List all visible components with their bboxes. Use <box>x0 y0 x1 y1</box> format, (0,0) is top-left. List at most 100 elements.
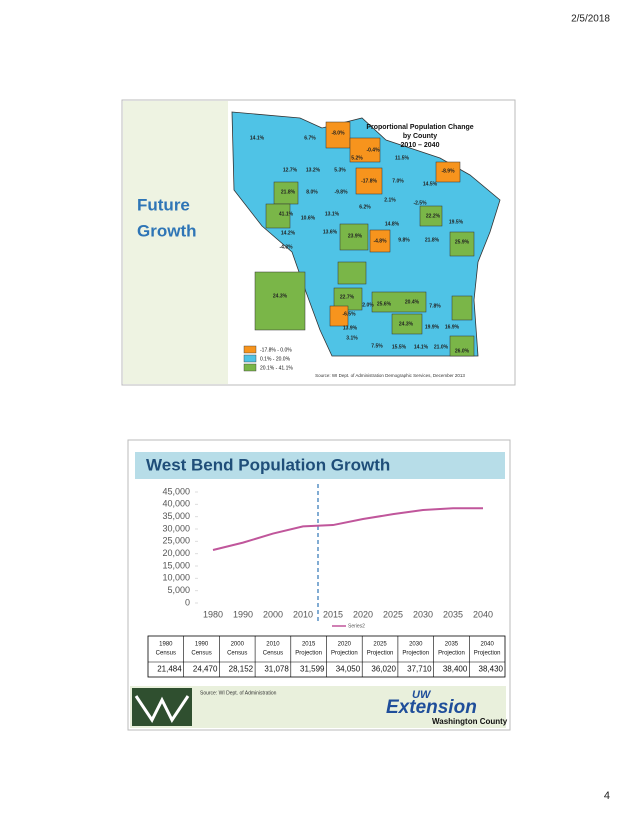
map-region <box>371 291 427 313</box>
table-header-cell: 1990 <box>195 642 209 648</box>
county-label: 13.1% <box>325 211 340 217</box>
map-region <box>451 295 473 321</box>
line-series <box>212 507 484 551</box>
x-tick-label: 2020 <box>353 609 373 619</box>
logo-county: Washington County <box>432 717 508 726</box>
county-label: 7.8% <box>429 303 441 309</box>
county-label: 25.9% <box>455 239 470 245</box>
x-tick-label: 2000 <box>263 609 283 619</box>
table-header-cell: Census <box>263 651 283 657</box>
map-legend-label: 20.1% - 41.1% <box>260 365 293 371</box>
county-label: 22.2% <box>426 213 441 219</box>
county-label: 20.4% <box>405 299 420 305</box>
table-header-cell: Census <box>227 651 247 657</box>
y-tick-label: 40,000 <box>162 499 190 509</box>
y-tick-label: 20,000 <box>162 548 190 558</box>
county-label: 26.0% <box>455 348 470 354</box>
map-title: Proportional Population Change <box>366 124 473 131</box>
county-label: 13.6% <box>323 229 338 235</box>
map-region <box>355 167 383 195</box>
county-label: 16.9% <box>445 324 460 330</box>
county-label: -2.5% <box>413 200 427 206</box>
map-legend-label: 0.1% - 20.0% <box>260 356 291 362</box>
county-label: 14.1% <box>250 135 265 141</box>
county-label: 23.9% <box>348 233 363 239</box>
table-cell: 24,470 <box>193 665 218 674</box>
y-tick-label: 35,000 <box>162 511 190 521</box>
table-header-cell: Census <box>191 651 211 657</box>
slide-frame <box>127 439 511 731</box>
footer-bar <box>130 686 506 728</box>
x-tick-label: 1980 <box>203 609 223 619</box>
county-label: 19.5% <box>449 219 464 225</box>
county-label: 13.2% <box>306 167 321 173</box>
map-region <box>339 223 369 251</box>
county-label: 7.5% <box>371 343 383 349</box>
x-tick-label: 2030 <box>413 609 433 619</box>
map-region <box>435 161 461 183</box>
data-table: 1980 Census 1990 Census 2000 Census 2010 Census… <box>147 635 506 678</box>
county-label: -17.8% <box>361 178 377 184</box>
y-tick-label: 0 <box>185 597 190 607</box>
table-cell: 31,599 <box>300 665 325 674</box>
y-tick-label: 30,000 <box>162 523 190 533</box>
county-logo <box>132 688 192 726</box>
county-label: 9.8% <box>398 237 410 243</box>
y-tick-label: 15,000 <box>162 560 190 570</box>
map-region <box>449 335 475 357</box>
county-label: 3.1% <box>346 335 358 341</box>
map-source: Source: WI Dept. of Administration Demog… <box>315 373 465 378</box>
county-label: -6.5% <box>342 311 356 317</box>
map-legend-swatch <box>243 354 257 363</box>
legend-label: Series2 <box>348 623 365 629</box>
county-label: 7.0% <box>392 178 404 184</box>
slide-title: Growth <box>137 221 197 240</box>
map-region <box>265 203 291 229</box>
county-label: -0.4% <box>366 147 380 153</box>
county-label: 5.3% <box>334 167 346 173</box>
map-title: by County <box>403 133 437 140</box>
slide-side-panel <box>123 101 228 384</box>
y-tick-label: 45,000 <box>162 486 190 496</box>
county-label: -4.8% <box>373 238 387 244</box>
map-labels: 14.1% 6.7% -8.0% -0.4%5.2% 11.5% -8.9% 12.7% 13… <box>250 130 470 354</box>
map-inset <box>254 271 306 331</box>
table-header-cell: Projection <box>331 651 358 657</box>
table-header-cell: Census <box>156 651 176 657</box>
title-bar <box>135 452 505 479</box>
county-label: 13.9% <box>343 325 358 331</box>
map-legend-swatch <box>243 363 257 372</box>
table-header-cell: Projection <box>295 651 322 657</box>
x-tick-label: 1990 <box>233 609 253 619</box>
map-region <box>449 231 475 257</box>
county-label: 21.0% <box>434 344 449 350</box>
county-label: 10.6% <box>301 215 316 221</box>
table-header-cell: 2000 <box>231 642 245 648</box>
table-header-cell: 2015 <box>302 642 316 648</box>
county-label: 14.5% <box>423 181 438 187</box>
table-header-cell: Projection <box>402 651 429 657</box>
logo-extension: Extension <box>386 697 477 718</box>
x-tick-label: 2015 <box>323 609 343 619</box>
county-label: 41.1% <box>279 211 294 217</box>
table-cell: 34,050 <box>336 665 361 674</box>
county-label: 22.7% <box>340 294 355 300</box>
page-date: 2/5/2018 <box>571 14 610 25</box>
county-logo-mark <box>134 695 190 723</box>
county-label: 24.3% <box>399 321 414 327</box>
table-header-cell: 1980 <box>159 642 173 648</box>
table-header-cell: 2030 <box>409 642 423 648</box>
x-tick-label: 2040 <box>473 609 493 619</box>
county-label: 21.8% <box>281 189 296 195</box>
y-tick-label: 10,000 <box>162 573 190 583</box>
map-regions <box>254 121 475 357</box>
footer-source: Source: WI Dept. of Administration <box>200 690 277 696</box>
county-label: -9.8% <box>334 189 348 195</box>
logo-uw: UW <box>412 689 432 701</box>
table-header-cell: 2040 <box>480 642 494 648</box>
table-cell: 38,400 <box>443 665 468 674</box>
county-label: 2.0% <box>362 302 374 308</box>
county-label: -8.0% <box>331 130 345 136</box>
x-tick-label: 2035 <box>443 609 463 619</box>
